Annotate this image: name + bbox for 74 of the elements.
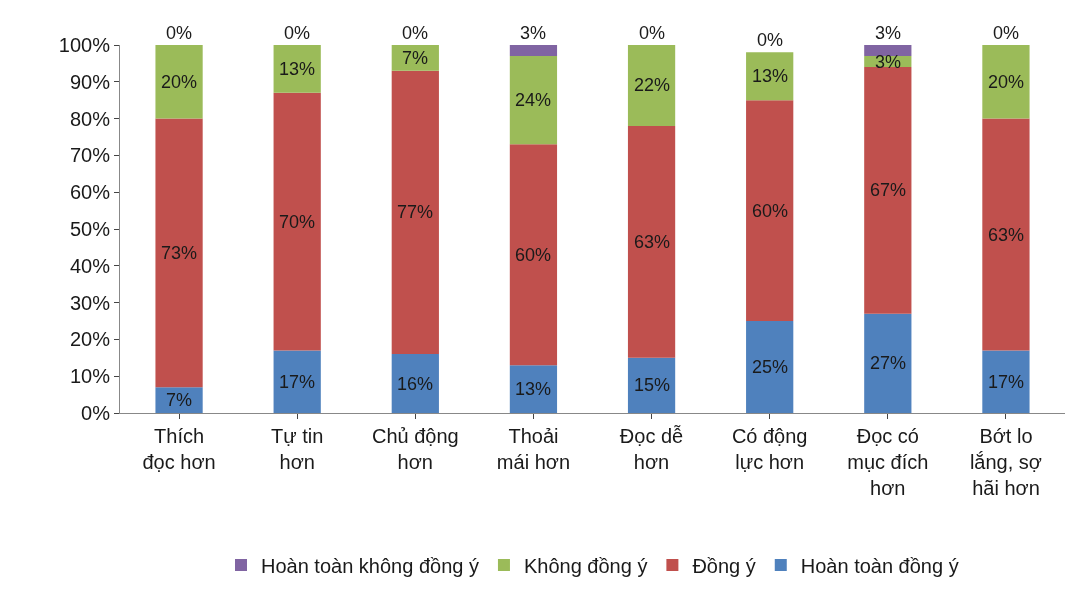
data-label: 13% <box>752 66 789 86</box>
data-label: 3% <box>875 23 902 43</box>
y-tick-label: 50% <box>69 218 111 240</box>
bar <box>982 45 1030 119</box>
bar <box>509 45 558 57</box>
bar <box>746 321 794 413</box>
data-label: 77% <box>397 202 434 222</box>
bar <box>273 92 321 351</box>
bar <box>864 45 912 57</box>
data-label: 17% <box>988 372 1025 392</box>
data-label: 67% <box>870 180 907 200</box>
y-tick-label: 20% <box>69 328 111 351</box>
data-label: 0% <box>284 23 311 43</box>
bar <box>509 144 558 366</box>
y-tick-label: 40% <box>69 254 111 277</box>
bar <box>982 350 1030 413</box>
y-tick-label: 80% <box>69 107 111 130</box>
data-label: 13% <box>515 379 552 399</box>
bar <box>273 350 321 413</box>
data-label: 63% <box>988 225 1025 245</box>
data-label: 20% <box>988 72 1025 92</box>
y-tick-label: 30% <box>69 291 111 314</box>
data-label: 7% <box>402 48 429 68</box>
y-tick-label: 70% <box>69 144 111 167</box>
data-label: 0% <box>993 23 1020 43</box>
data-label: 22% <box>634 75 671 95</box>
bar <box>391 70 439 355</box>
data-label: 16% <box>397 374 434 394</box>
x-tick-label: Chủ động hơn <box>371 425 459 473</box>
data-label: 70% <box>279 212 316 232</box>
data-label: 0% <box>639 23 666 43</box>
legend-label: Hoàn toàn không đồng ý <box>261 554 479 577</box>
data-label: 27% <box>870 353 907 373</box>
x-tick-label: Thoải mái hơn <box>496 425 571 473</box>
bar <box>509 56 558 145</box>
bar <box>155 118 203 388</box>
data-label: 0% <box>757 30 784 50</box>
legend-label: Đồng ý <box>692 554 756 577</box>
x-tick-label: Đọc dễ hơn <box>619 425 684 473</box>
x-tick-label: Có động lực hơn <box>731 425 808 473</box>
x-tick-label: Tự tin hơn <box>271 425 324 473</box>
bar <box>746 100 794 321</box>
data-label: 13% <box>279 59 316 79</box>
data-label: 3% <box>520 23 547 43</box>
data-label: 0% <box>402 23 429 43</box>
data-label: 60% <box>515 245 552 265</box>
data-label: 63% <box>634 232 671 252</box>
bar <box>627 45 676 126</box>
y-tick-label: 100% <box>58 34 111 56</box>
x-tick-label: Đọc có mục đích hơn <box>847 425 929 499</box>
bar <box>391 354 439 413</box>
y-tick-label: 0% <box>81 402 111 424</box>
bar <box>982 118 1030 351</box>
bar <box>627 125 676 358</box>
y-tick-label: 90% <box>69 70 111 93</box>
y-tick-label: 60% <box>69 181 111 204</box>
data-label: 15% <box>634 375 671 395</box>
x-tick-label: Bớt lo lắng, sợ hãi hơn <box>969 425 1042 499</box>
legend-label: Hoàn toàn đồng ý <box>800 554 959 577</box>
bar <box>864 67 912 314</box>
data-label: 7% <box>166 390 193 410</box>
y-tick-label: 10% <box>69 365 111 388</box>
data-label: 3% <box>875 52 902 72</box>
x-tick-label: Thích đọc hơn <box>142 425 216 473</box>
data-label: 60% <box>752 201 789 221</box>
data-label: 73% <box>161 243 198 263</box>
bar <box>864 313 912 413</box>
data-label: 0% <box>166 23 193 43</box>
bar <box>155 45 203 119</box>
data-label: 17% <box>279 372 316 392</box>
legend-label: Không đồng ý <box>523 554 648 577</box>
data-label: 25% <box>752 357 789 377</box>
data-label: 20% <box>161 72 198 92</box>
data-label: 24% <box>515 90 552 110</box>
